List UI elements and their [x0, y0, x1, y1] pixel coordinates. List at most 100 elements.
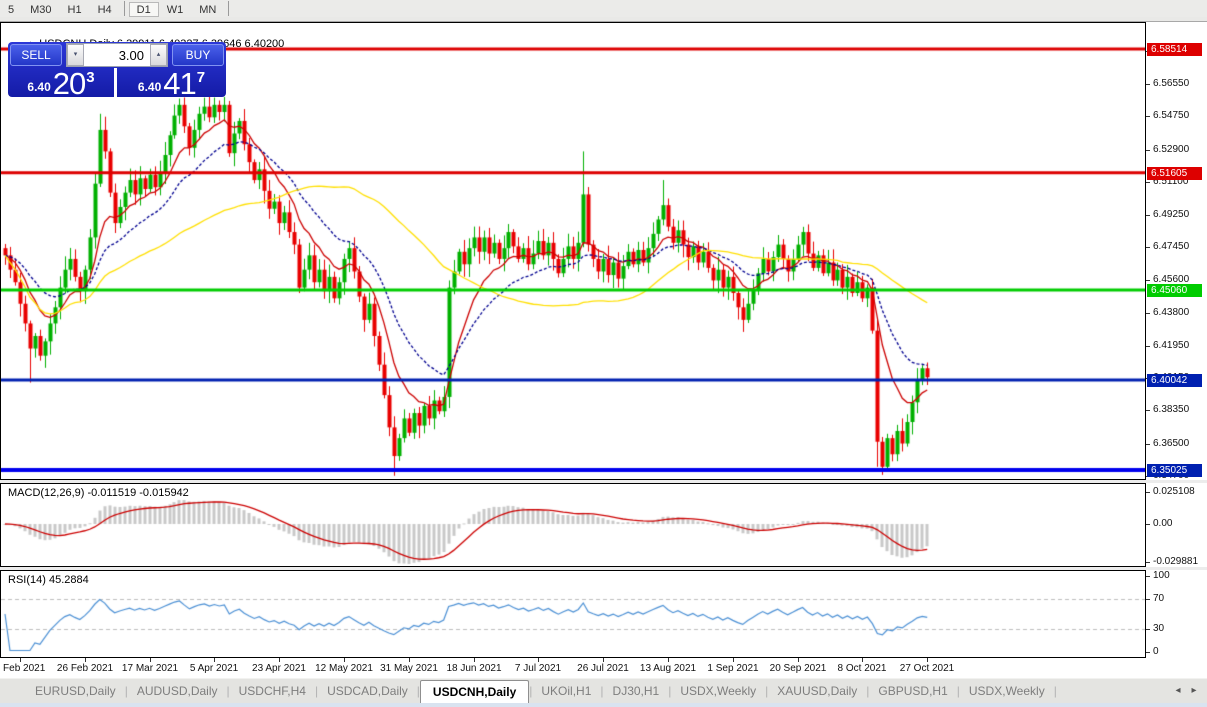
timeframe-button-d1[interactable]: D1: [128, 2, 159, 17]
price-axis-label: 6.36500: [1153, 438, 1190, 449]
timeframe-button-h4[interactable]: H4: [97, 4, 112, 16]
price-divider: [114, 68, 117, 97]
macd-label: MACD(12,26,9) -0.011519 -0.015942: [8, 487, 189, 499]
rsi-canvas[interactable]: [1, 571, 1145, 657]
date-axis-label: 27 Oct 2021: [899, 663, 955, 674]
toolbar-separator: [123, 1, 125, 16]
timeframe-button-5[interactable]: 5: [8, 4, 15, 16]
macd-panel: MACD(12,26,9) -0.011519 -0.015942: [0, 483, 1146, 567]
price-tag: 6.35025: [1147, 464, 1202, 477]
price-tag: 6.40042: [1147, 374, 1202, 387]
volume-input[interactable]: [84, 44, 150, 66]
sell-price[interactable]: 6.40 20 3: [8, 66, 114, 101]
price-axis-label: 6.54750: [1153, 110, 1190, 121]
buy-price-sup: 7: [196, 69, 206, 86]
chart-tab-usdx-weekly[interactable]: USDX,Weekly: [680, 684, 757, 698]
axis-tick: [1146, 247, 1150, 248]
chart-tab-gbpusd-h1[interactable]: GBPUSD,H1: [878, 684, 948, 698]
price-axis-label: 6.51100: [1153, 176, 1189, 187]
chart-tab-xauusd-daily[interactable]: XAUUSD,Daily: [777, 684, 858, 698]
buy-price-prefix: 6.40: [137, 80, 162, 94]
volume-increase-button[interactable]: ▴: [150, 44, 167, 66]
date-axis-label: 5 Apr 2021: [189, 663, 239, 674]
axis-tick: [1146, 599, 1150, 600]
chart-tab-eurusd-daily[interactable]: EURUSD,Daily: [35, 684, 116, 698]
chart-tab-dj30-h1[interactable]: DJ30,H1: [612, 684, 660, 698]
chart-tab-usdx-weekly[interactable]: USDX,Weekly: [968, 684, 1045, 698]
axis-tick: [1146, 84, 1150, 85]
timeframe-button-mn[interactable]: MN: [199, 4, 217, 16]
rsi-panel: RSI(14) 45.2884: [0, 570, 1146, 658]
axis-tick: [1146, 182, 1150, 183]
sell-price-sup: 3: [86, 69, 95, 86]
tab-separator: |: [866, 684, 870, 698]
axis-tick: [1146, 444, 1150, 445]
sell-button[interactable]: SELL: [10, 44, 62, 66]
axis-tick: [1146, 150, 1150, 151]
volume-decrease-button[interactable]: ▾: [67, 44, 84, 66]
chart-tab-usdcnh-daily[interactable]: USDCNH,Daily: [419, 680, 530, 704]
toolbar-separator: [228, 1, 230, 16]
date-axis-label: 26 Feb 2021: [56, 663, 114, 674]
price-tag: 6.58514: [1147, 43, 1202, 56]
timeframe-button-m30[interactable]: M30: [30, 4, 52, 16]
axis-tick: [1146, 346, 1150, 347]
price-axis-label: 6.47450: [1153, 241, 1190, 252]
date-tick: [344, 658, 345, 662]
price-axis-label: 6.52900: [1153, 144, 1190, 155]
tabs-scroll-right-icon[interactable]: ▸: [1191, 685, 1197, 696]
rsi-axis-label: 70: [1153, 593, 1165, 604]
buy-button[interactable]: BUY: [172, 44, 224, 66]
chart-tab-audusd-daily[interactable]: AUDUSD,Daily: [136, 684, 218, 698]
macd-canvas[interactable]: [1, 484, 1145, 566]
axis-tick: [1146, 524, 1150, 525]
axis-tick: [1146, 313, 1150, 314]
price-axis-label: 6.38350: [1153, 404, 1190, 415]
chart-tab-bar: EURUSD,Daily | AUDUSD,Daily | USDCHF,H4 | USDC…: [0, 678, 1207, 704]
axis-tick: [1146, 492, 1150, 493]
axis-tick: [1146, 215, 1150, 216]
chart-tab-usdchf-h4[interactable]: USDCHF,H4: [238, 684, 306, 698]
rsi-axis: 100 70 30 0: [1146, 570, 1207, 658]
date-axis-label: 31 May 2021: [380, 663, 438, 674]
price-tag: 6.45060: [1147, 284, 1202, 297]
date-tick: [798, 658, 799, 662]
axis-tick: [1146, 280, 1150, 281]
chart-tab-usdcad-daily[interactable]: USDCAD,Daily: [327, 684, 408, 698]
rsi-axis-label: 100: [1153, 570, 1170, 581]
price-axis-label: 6.49250: [1153, 209, 1190, 220]
date-axis-label: 26 Jul 2021: [577, 663, 629, 674]
tab-separator: |: [314, 684, 319, 698]
axis-tick: [1146, 629, 1150, 630]
timeframe-button-h1[interactable]: H1: [67, 4, 82, 16]
sell-price-big: 20: [52, 66, 86, 101]
date-axis-label: 20 Sep 2021: [769, 663, 827, 674]
axis-tick: [1146, 576, 1150, 577]
axis-tick: [1146, 652, 1150, 653]
tabs-scroll-left-icon[interactable]: ◂: [1175, 685, 1181, 696]
macd-axis-label: 0.025108: [1153, 486, 1195, 497]
date-tick: [603, 658, 604, 662]
timeframe-toolbar: 5 M30 H1 H4 D1 W1 MN: [0, 0, 1207, 17]
date-tick: [279, 658, 280, 662]
date-tick: [150, 658, 151, 662]
volume-control: ▾ ▴: [66, 43, 168, 67]
price-chart-canvas[interactable]: [1, 23, 1145, 479]
tab-separator: |: [668, 684, 672, 698]
date-tick: [733, 658, 734, 662]
tab-separator: |: [529, 684, 533, 698]
chart-tab-ukoil-h1[interactable]: UKOil,H1: [541, 684, 592, 698]
axis-tick: [1146, 410, 1150, 411]
status-strip: [0, 703, 1207, 707]
macd-axis-label: -0.029881: [1153, 556, 1199, 567]
timeframe-button-w1[interactable]: W1: [166, 4, 184, 16]
price-tag: 6.51605: [1147, 167, 1202, 180]
macd-axis: 0.025108 0.00 -0.029881: [1146, 483, 1207, 567]
panel-divider[interactable]: [0, 567, 1207, 570]
date-axis-label: 1 Sep 2021: [707, 663, 759, 674]
axis-tick: [1146, 562, 1150, 563]
panel-divider[interactable]: [0, 480, 1207, 483]
date-tick: [862, 658, 863, 662]
buy-price[interactable]: 6.40 41 7: [117, 68, 226, 99]
